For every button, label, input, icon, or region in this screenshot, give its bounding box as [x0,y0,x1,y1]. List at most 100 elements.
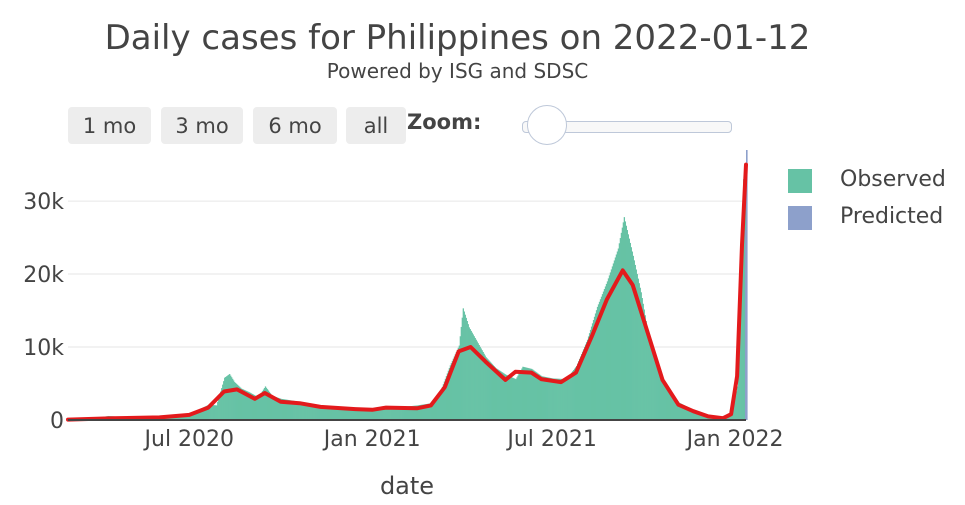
observed-bar [477,343,479,420]
observed-bar [680,403,682,420]
observed-bar [587,336,590,420]
observed-bar [409,406,412,420]
observed-bar [437,394,440,420]
observed-bar [298,402,300,420]
observed-bar [550,378,552,420]
observed-bar [241,389,244,420]
observed-bar [441,386,444,420]
observed-bar [664,382,666,420]
observed-bar [433,399,436,420]
observed-bar [252,394,255,420]
observed-bar [634,264,636,420]
observed-bar [490,362,492,420]
x-tick-label: Jan 2021 [322,427,421,452]
observed-bar [443,381,446,420]
observed-bar [599,299,602,420]
range-button-1mo[interactable]: 1 mo [68,107,151,144]
observed-bar [673,396,675,420]
observed-bar [233,380,235,420]
observed-bar [417,405,420,420]
observed-bar [293,400,295,420]
observed-bar [501,372,503,420]
observed-bar [290,400,292,420]
observed-bar [517,375,519,420]
observed-bar [413,405,416,420]
legend-swatch-predicted [788,206,812,230]
observed-bar [255,396,258,420]
observed-bar [590,326,593,420]
observed-bar [353,409,355,420]
observed-bar [220,391,222,420]
observed-bar [548,377,550,420]
observed-bar [568,376,570,420]
observed-bar [492,364,494,420]
observed-bar [418,405,421,420]
observed-bar [410,406,413,420]
observed-bar [236,383,238,420]
observed-bar [642,303,644,420]
observed-bar [322,406,324,420]
observed-bar [318,405,320,420]
observed-bar [654,357,656,420]
observed-bar [398,406,400,420]
observed-bar [487,359,489,420]
range-button-all[interactable]: all [346,107,406,144]
zoom-slider-track[interactable] [522,121,732,133]
observed-bar [438,393,441,420]
observed-bar [286,399,289,420]
observed-bar [217,401,219,420]
observed-bar [686,406,688,420]
observed-bar [451,360,454,420]
observed-bar [503,373,505,420]
observed-bar [453,356,456,420]
observed-bar [284,399,287,420]
observed-bar [738,356,740,420]
observed-bar [727,417,729,420]
observed-bar [351,409,353,420]
observed-bar [365,409,367,420]
range-button-6mo[interactable]: 6 mo [253,107,337,144]
observed-bar [648,336,650,420]
observed-bar [557,378,559,420]
observed-bar [521,368,523,420]
legend-label-predicted[interactable]: Predicted [840,204,944,229]
legend-label-observed[interactable]: Observed [840,167,946,192]
observed-bar [257,397,260,420]
observed-bar [278,398,281,420]
observed-bar [583,346,586,420]
observed-bar [425,403,428,420]
observed-bar [214,405,216,420]
observed-bar [345,409,347,420]
observed-bar [669,391,671,420]
observed-bar [250,393,253,420]
observed-bar [527,367,529,420]
observed-bar [474,337,476,420]
observed-bar [660,374,662,420]
observed-bar [192,412,194,420]
observed-bar [324,406,326,420]
observed-bar [511,377,513,420]
range-button-3mo[interactable]: 3 mo [161,107,243,144]
observed-bar [424,404,427,420]
observed-bar [496,368,498,420]
observed-bar [743,179,745,420]
observed-bar [403,406,405,420]
observed-bar [499,370,501,420]
observed-bar [355,409,357,420]
chart-subtitle: Powered by ISG and SDSC [326,59,589,83]
observed-bar [368,409,370,420]
zoom-slider-handle[interactable] [527,105,567,145]
observed-bar [198,409,200,420]
observed-bar [698,413,700,420]
observed-bar [242,389,245,420]
observed-bar [537,373,539,420]
observed-bar [611,266,614,420]
observed-bar [661,376,663,420]
observed-bar [407,406,409,420]
observed-bar [471,332,473,420]
observed-bar [493,366,495,420]
observed-bar [644,315,646,420]
observed-bar [596,306,599,420]
observed-bar [294,401,296,420]
observed-bar [432,400,435,420]
